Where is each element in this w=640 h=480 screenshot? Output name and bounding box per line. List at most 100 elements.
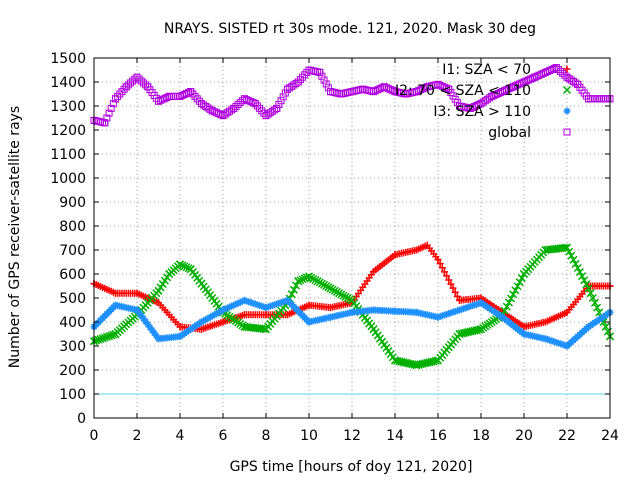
series-2-marker [102,332,111,341]
series-2-marker [296,276,305,285]
series-4-marker [322,80,330,88]
series-2-marker [601,322,610,331]
series-2-marker [259,324,268,333]
series-1-point [241,311,248,319]
series-4-point [595,95,603,103]
y-tick-label: 1100 [50,147,86,163]
series-1-point [563,308,571,316]
series-4-marker [124,81,132,89]
legend-label: I2: 70 < SZA < 110 [395,83,531,99]
series-4-marker [277,97,285,105]
series-4-point [284,85,291,93]
series-3-marker [144,320,152,328]
legend-label: I1: SZA < 70 [442,62,531,78]
series-3-point [391,307,399,315]
series-4-point [359,85,367,93]
series-3-point [176,332,184,340]
y-tick-label: 600 [59,267,86,283]
series-4-point [262,112,270,120]
series-4-point [165,92,173,100]
legend: I1: SZA < 70 I2: 70 < SZA < 110 I3: SZA > … [395,62,572,141]
series-4 [90,64,614,127]
series-2-point [584,284,593,293]
series-1-point [219,318,227,326]
series-4-point [187,88,195,96]
series-2-marker [573,263,582,273]
series-4-point [520,78,528,86]
series-1-marker [443,272,451,280]
series-4-point [327,88,334,96]
series-4-point [434,80,442,88]
series-4-point [552,64,560,72]
series-layer [89,64,615,370]
series-2-marker [109,330,118,339]
series-4-marker [292,79,300,87]
series-1-point [413,246,420,254]
series-1-marker [451,288,459,296]
series-4-point [391,88,399,96]
series-3-point [155,335,162,343]
series-2-marker [178,261,187,270]
series-2-marker [300,274,309,283]
series-2-marker [513,282,522,291]
x-tick-label: 18 [472,428,490,444]
series-4-point [380,83,388,91]
series-4-marker [139,79,147,87]
y-tick-label: 400 [59,315,86,331]
series-2-marker [569,255,578,264]
series-4-marker [193,95,201,103]
y-tick-label: 1000 [50,171,86,187]
series-3-marker [139,315,147,323]
series-2-marker [287,290,296,299]
series-4-marker [118,88,126,96]
series-4-marker [296,76,304,84]
x-tick-label: 0 [90,428,99,444]
series-4-marker [120,85,128,93]
x-tick-label: 12 [343,428,361,444]
series-2-marker [502,302,511,311]
series-2-marker [507,294,516,303]
x-tick-label: 8 [262,428,271,444]
series-3-point [434,313,442,321]
series-3-marker [234,299,242,307]
y-axis-label: Number of GPS receiver-satellite rays [7,106,23,368]
series-2-point [186,265,195,274]
series-2-point [197,279,206,288]
series-3-marker [135,309,143,317]
series-4-marker [299,73,307,81]
series-4-marker [281,89,289,97]
series-4-point [155,97,162,105]
series-3-point [456,306,463,314]
series-4-point [241,95,248,103]
x-tick-label: 24 [601,428,619,444]
series-2-marker [94,335,103,344]
series-1-point [198,325,205,333]
series-2-point [165,269,174,279]
series-2-marker [180,262,189,271]
series-4-marker [116,90,124,98]
series-4-marker [559,69,567,77]
series-4-marker [557,67,565,75]
y-tick-label: 1300 [50,99,86,115]
series-3-point [477,299,485,307]
series-3-marker [228,302,236,310]
y-tick-label: 1200 [50,123,86,139]
series-2-point [175,260,185,269]
series-3-marker [137,312,145,320]
series-3-point [542,335,549,343]
series-1-point [155,299,162,307]
series-4-point [499,88,506,96]
series-2-marker [588,293,597,303]
series-3-marker [146,323,154,331]
series-2-point [294,277,303,286]
series-2-marker [586,289,595,298]
series-4-point [219,112,227,120]
x-tick-label: 20 [515,428,533,444]
series-3-marker [148,326,156,334]
series-2-point [476,325,486,334]
series-4-marker [572,79,580,87]
series-2-marker [96,335,105,344]
plot-frame [93,57,611,419]
y-tick-label: 900 [59,195,86,211]
series-1-point [133,289,141,297]
